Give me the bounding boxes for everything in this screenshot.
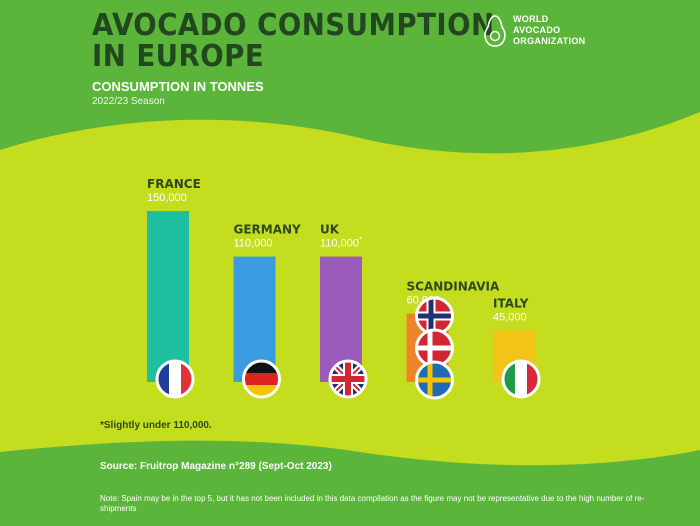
germany-flag-icon xyxy=(242,359,281,399)
value-label-italy: 45,000 xyxy=(493,312,527,324)
page-title: AVOCADO CONSUMPTION IN EUROPE xyxy=(92,8,495,74)
avocado-outline-icon xyxy=(484,15,506,47)
uk-flag-icon xyxy=(328,359,368,399)
category-label-germany: GERMANY xyxy=(234,223,302,237)
category-label-italy: ITALY xyxy=(493,297,529,311)
france-flag-icon xyxy=(155,359,195,399)
norway-flag-icon xyxy=(415,296,454,336)
denmark-flag-icon xyxy=(415,328,454,368)
logo-line-3: ORGANIZATION xyxy=(513,36,586,46)
value-label-uk: 110,000* xyxy=(320,236,362,250)
note-text: Note: Spain may be in the top 5, but it … xyxy=(100,494,645,513)
season-label: 2022/23 Season xyxy=(92,96,165,107)
category-label-scandinavia: SCANDINAVIA xyxy=(407,280,500,294)
value-label-germany: 110,000 xyxy=(234,238,273,250)
category-label-uk: UK xyxy=(320,223,340,237)
bar-france xyxy=(147,211,189,382)
value-label-france: 150,000 xyxy=(147,192,187,204)
value-footnote-mark-uk: * xyxy=(359,236,362,245)
sweden-flag-icon xyxy=(415,360,454,400)
category-label-france: FRANCE xyxy=(147,177,201,191)
italy-flag-icon xyxy=(501,359,541,399)
footnote: *Slightly under 110,000. xyxy=(100,420,212,431)
page-subtitle: CONSUMPTION IN TONNES xyxy=(92,79,264,94)
logo-line-2: AVOCADO xyxy=(513,25,561,35)
world-avocado-organization-logo: WORLD AVOCADO ORGANIZATION xyxy=(483,14,585,48)
source-text: Source: Fruitrop Magazine n°289 (Sept-Oc… xyxy=(100,461,332,472)
logo-line-1: WORLD xyxy=(513,14,549,24)
